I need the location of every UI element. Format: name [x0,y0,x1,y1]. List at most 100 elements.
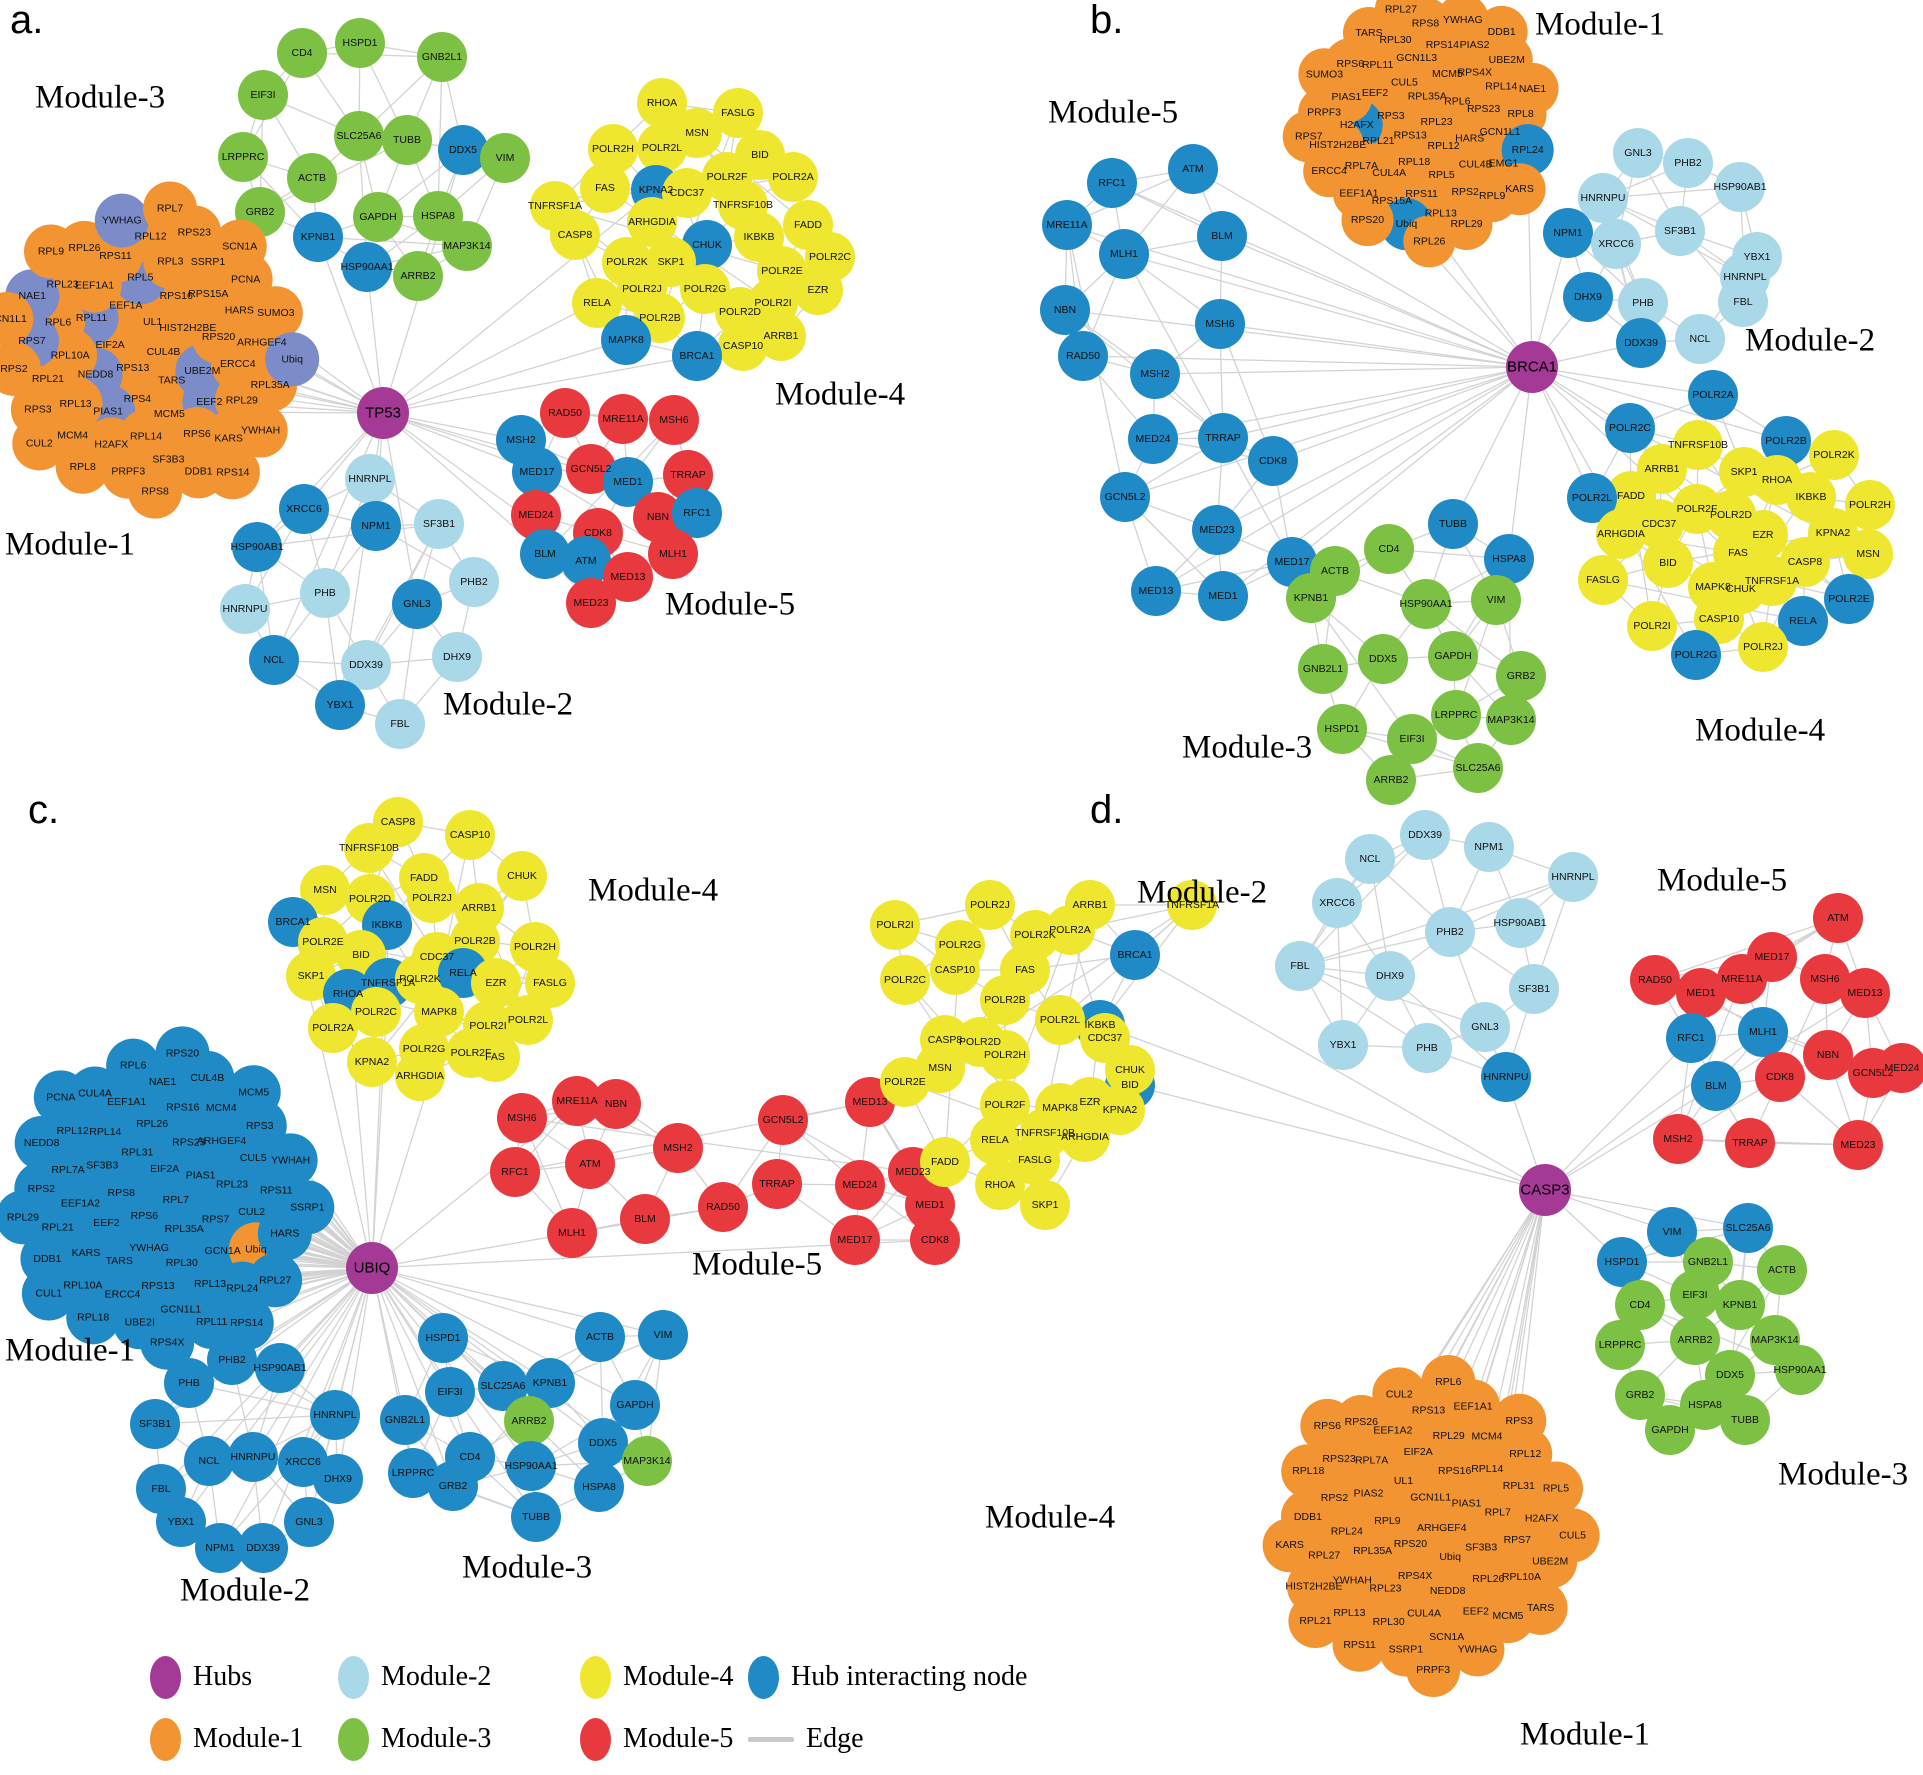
gene-node-casp8[interactable] [550,210,600,260]
gene-node-arrb2[interactable] [393,251,443,301]
gene-node-tubb[interactable] [1720,1395,1770,1445]
gene-node-polr2g[interactable] [1671,630,1721,680]
gene-node-rpl27[interactable] [248,1253,303,1308]
gene-node-skp1[interactable] [286,951,336,1001]
gene-node-rpl5[interactable] [1528,1461,1583,1516]
gene-node-faslg[interactable] [525,958,575,1008]
gene-node-lrpprc[interactable] [388,1448,438,1498]
gene-node-eif3i[interactable] [1670,1270,1720,1320]
gene-node-rhoa[interactable] [975,1160,1025,1210]
gene-node-blm[interactable] [620,1194,670,1244]
gene-node-polr2a[interactable] [768,152,818,202]
gene-node-tubb[interactable] [382,115,432,165]
gene-node-slc25a6[interactable] [478,1361,528,1411]
gene-node-lrpprc[interactable] [1595,1320,1645,1370]
gene-node-rela[interactable] [572,278,622,328]
gene-node-rpl8[interactable] [55,439,110,494]
gene-node-grb2[interactable] [428,1461,478,1511]
gene-node-npm1[interactable] [1543,208,1593,258]
gene-node-med17[interactable] [512,447,562,497]
gene-node-hspd1[interactable] [1317,704,1367,754]
gene-node-med17[interactable] [830,1215,880,1265]
gene-node-ncl[interactable] [249,635,299,685]
gene-node-ybx1[interactable] [156,1497,206,1547]
gene-node-msh2[interactable] [1130,349,1180,399]
gene-node-dhx9[interactable] [432,632,482,682]
gene-node-msh6[interactable] [1195,299,1245,349]
gene-node-polr2b[interactable] [1761,416,1811,466]
gene-node-cdc37[interactable] [1634,499,1684,549]
gene-node-kpna2[interactable] [1095,1085,1145,1135]
gene-node-gapdh[interactable] [610,1380,660,1430]
gene-node-atm[interactable] [1168,144,1218,194]
gene-node-hsp90ab1[interactable] [1715,162,1765,212]
gene-node-cdk8[interactable] [910,1215,960,1265]
gene-node-grb2[interactable] [1496,651,1546,701]
gene-node-cul2[interactable] [12,416,67,471]
gene-node-phb2[interactable] [207,1335,257,1385]
gene-node-xrcc6[interactable] [1312,878,1362,928]
gene-node-fas[interactable] [580,163,630,213]
gene-node-pcna[interactable] [33,1070,88,1125]
gene-node-vim[interactable] [1471,575,1521,625]
gene-node-rfc1[interactable] [672,488,722,538]
gene-node-gapdh[interactable] [353,192,403,242]
gene-node-arrb2[interactable] [1366,755,1416,805]
hub-node-tp53[interactable] [357,387,409,439]
hub-node-brca1[interactable] [1506,341,1558,393]
gene-node-polr2c[interactable] [351,987,401,1037]
gene-node-rpl21[interactable] [1288,1594,1343,1649]
gene-node-polr2e[interactable] [1824,574,1874,624]
gene-node-fbl[interactable] [1275,941,1325,991]
gene-node-rfc1[interactable] [1666,1013,1716,1063]
gene-node-slc25a6[interactable] [334,111,384,161]
gene-node-polr2h[interactable] [1845,480,1895,530]
gene-node-msn[interactable] [300,865,350,915]
gene-node-med13[interactable] [1131,566,1181,616]
gene-node-blm[interactable] [1197,211,1247,261]
gene-node-ncl[interactable] [184,1436,234,1486]
gene-node-hspa8[interactable] [1484,534,1534,584]
gene-node-eif3i[interactable] [238,70,288,120]
gene-node-trrap[interactable] [663,450,713,500]
gene-node-cul1[interactable] [21,1266,76,1321]
gene-node-rps14[interactable] [205,445,260,500]
gene-node-rps3[interactable] [1492,1393,1547,1448]
gene-node-xrcc6[interactable] [1591,219,1641,269]
gene-node-rpl6[interactable] [106,1038,161,1093]
gene-node-ncl[interactable] [1345,834,1395,884]
gene-node-dhx9[interactable] [313,1454,363,1504]
gene-node-gapdh[interactable] [1428,631,1478,681]
gene-node-bid[interactable] [1643,538,1693,588]
gene-node-kpnb1[interactable] [525,1358,575,1408]
gene-node-ncl[interactable] [1675,314,1725,364]
gene-node-ubiq[interactable] [265,332,320,387]
gene-node-ddx5[interactable] [1358,634,1408,684]
gene-node-med1[interactable] [1676,968,1726,1018]
gene-node-cdc37[interactable] [662,168,712,218]
gene-node-hnrnpu[interactable] [228,1432,278,1482]
gene-node-mlh1[interactable] [547,1208,597,1258]
gene-node-gapdh[interactable] [1645,1405,1695,1455]
gene-node-med24[interactable] [1128,414,1178,464]
gene-node-med24[interactable] [1877,1043,1923,1093]
gene-node-msh2[interactable] [653,1123,703,1173]
gene-node-rps6[interactable] [1300,1398,1355,1453]
gene-node-cul2[interactable] [1372,1367,1427,1422]
gene-node-kpnb1[interactable] [1286,573,1336,623]
gene-node-cd4[interactable] [1364,524,1414,574]
gene-node-kpnb1[interactable] [1715,1280,1765,1330]
gene-node-blm[interactable] [1691,1061,1741,1111]
gene-node-msn[interactable] [915,1043,965,1093]
gene-node-casp10[interactable] [930,945,980,995]
gene-node-atm[interactable] [565,1139,615,1189]
gene-node-tnfrsf1a[interactable] [1167,880,1217,930]
gene-node-ezr[interactable] [471,958,521,1008]
gene-node-atm[interactable] [561,536,611,586]
gene-node-blm[interactable] [520,529,570,579]
gene-node-arhgdia[interactable] [1596,509,1646,559]
gene-node-med23[interactable] [566,578,616,628]
gene-node-hspa8[interactable] [1680,1380,1730,1430]
hub-node-ubiq[interactable] [346,1242,398,1294]
gene-node-polr2a[interactable] [1045,905,1095,955]
